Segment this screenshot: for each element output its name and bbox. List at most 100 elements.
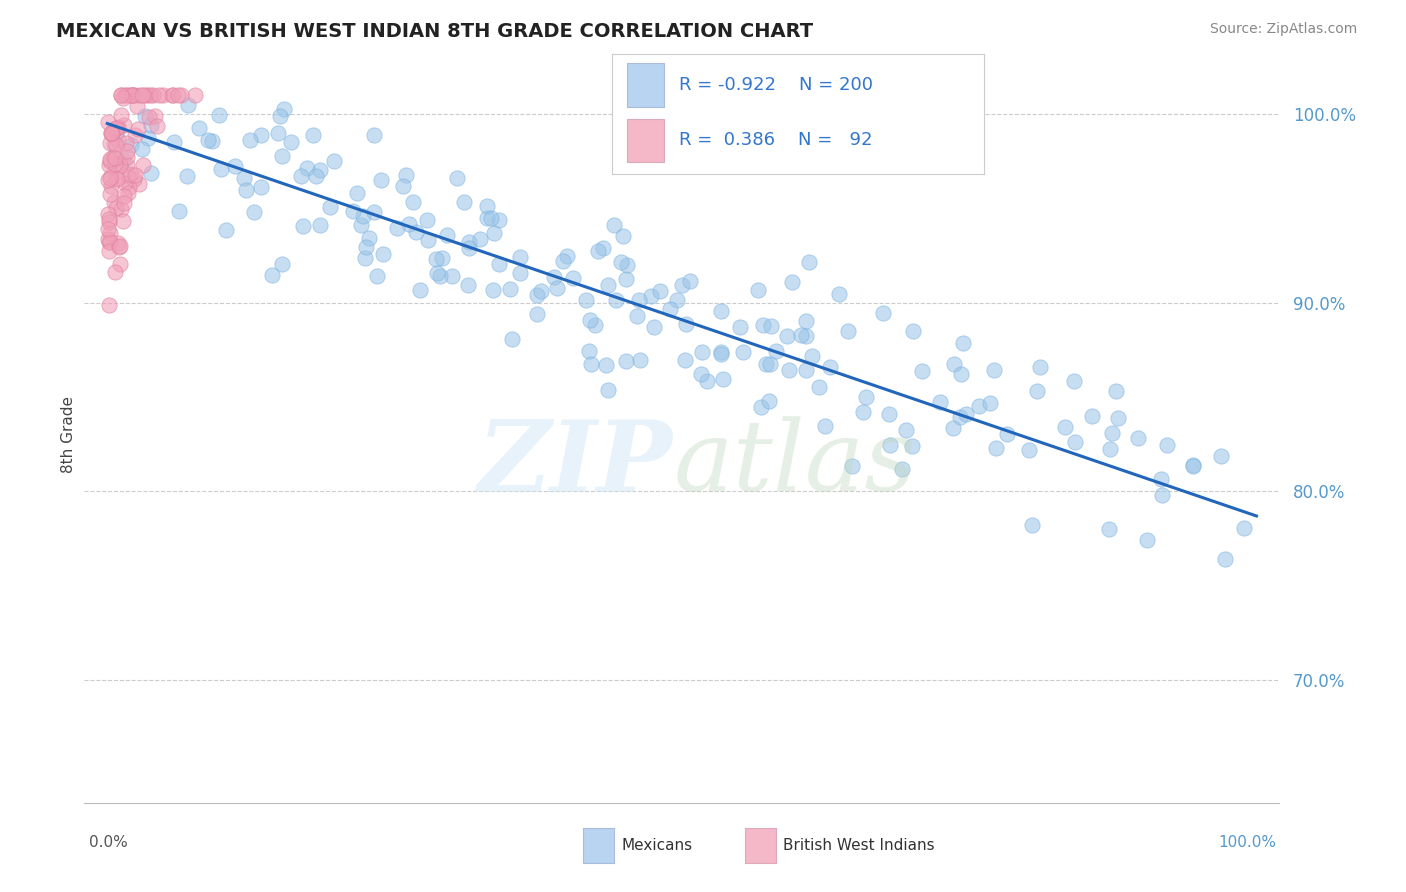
- Point: [260, 268, 283, 283]
- Point: [581, 357, 603, 371]
- Point: [142, 88, 165, 103]
- Point: [749, 400, 772, 414]
- Point: [526, 288, 548, 302]
- Point: [1063, 374, 1085, 388]
- Point: [409, 283, 432, 297]
- Point: [120, 88, 142, 103]
- Point: [138, 110, 160, 124]
- Point: [616, 258, 638, 272]
- Point: [1097, 522, 1119, 536]
- Point: [134, 109, 156, 123]
- Point: [894, 423, 917, 437]
- Point: [416, 233, 439, 247]
- Point: [752, 318, 775, 332]
- Point: [250, 180, 273, 194]
- Point: [983, 363, 1005, 377]
- Point: [98, 244, 121, 259]
- Point: [595, 358, 617, 372]
- Point: [546, 281, 568, 295]
- Point: [955, 407, 977, 421]
- Point: [107, 132, 129, 146]
- Text: 0.0%: 0.0%: [89, 836, 128, 850]
- Point: [107, 239, 129, 253]
- Point: [104, 157, 127, 171]
- Point: [115, 88, 138, 103]
- Point: [557, 249, 579, 263]
- Point: [950, 367, 973, 381]
- Point: [575, 293, 598, 307]
- Point: [101, 126, 124, 140]
- Point: [828, 286, 851, 301]
- Point: [426, 266, 449, 280]
- Point: [110, 108, 132, 122]
- Point: [1233, 521, 1256, 535]
- Point: [692, 345, 714, 359]
- Point: [879, 438, 901, 452]
- Point: [122, 88, 145, 103]
- Point: [117, 186, 139, 200]
- Point: [440, 268, 463, 283]
- Point: [1211, 449, 1233, 463]
- Point: [107, 236, 129, 251]
- Point: [98, 235, 121, 249]
- Point: [112, 118, 135, 132]
- Point: [98, 186, 121, 201]
- Point: [292, 219, 315, 233]
- Point: [801, 349, 824, 363]
- Point: [679, 275, 702, 289]
- Point: [170, 88, 193, 103]
- Y-axis label: 8th Grade: 8th Grade: [60, 396, 76, 474]
- Point: [363, 128, 385, 142]
- Point: [110, 202, 132, 217]
- Point: [269, 109, 291, 123]
- Point: [468, 232, 491, 246]
- Point: [366, 269, 388, 284]
- Point: [100, 126, 122, 140]
- Point: [243, 204, 266, 219]
- Point: [100, 226, 122, 240]
- Point: [103, 136, 125, 151]
- Point: [562, 270, 585, 285]
- Point: [900, 440, 922, 454]
- Point: [232, 171, 254, 186]
- Point: [350, 218, 373, 232]
- Point: [108, 239, 131, 253]
- Point: [1136, 533, 1159, 548]
- Point: [814, 419, 837, 434]
- Point: [1156, 438, 1178, 452]
- Point: [215, 223, 238, 237]
- Point: [143, 109, 166, 123]
- Point: [132, 88, 155, 103]
- Point: [103, 194, 125, 209]
- Point: [136, 88, 159, 103]
- Point: [488, 257, 510, 271]
- Point: [605, 293, 627, 307]
- Point: [979, 396, 1001, 410]
- Point: [790, 328, 813, 343]
- Point: [112, 196, 135, 211]
- Point: [139, 88, 162, 103]
- Point: [612, 228, 634, 243]
- Point: [302, 128, 325, 142]
- Point: [1181, 458, 1204, 472]
- Point: [108, 159, 131, 173]
- Point: [759, 357, 782, 371]
- Point: [162, 88, 184, 103]
- Point: [359, 230, 381, 244]
- Point: [201, 134, 224, 148]
- Point: [432, 251, 454, 265]
- Point: [104, 151, 127, 165]
- Point: [1026, 384, 1049, 399]
- Text: Mexicans: Mexicans: [621, 838, 693, 853]
- Point: [616, 354, 638, 368]
- Point: [405, 225, 427, 239]
- Point: [163, 135, 186, 149]
- Point: [1099, 442, 1122, 457]
- Point: [713, 371, 735, 385]
- Point: [995, 427, 1018, 442]
- Point: [1054, 420, 1077, 434]
- Point: [139, 166, 162, 180]
- Point: [105, 138, 128, 153]
- Point: [553, 253, 575, 268]
- Point: [110, 88, 132, 103]
